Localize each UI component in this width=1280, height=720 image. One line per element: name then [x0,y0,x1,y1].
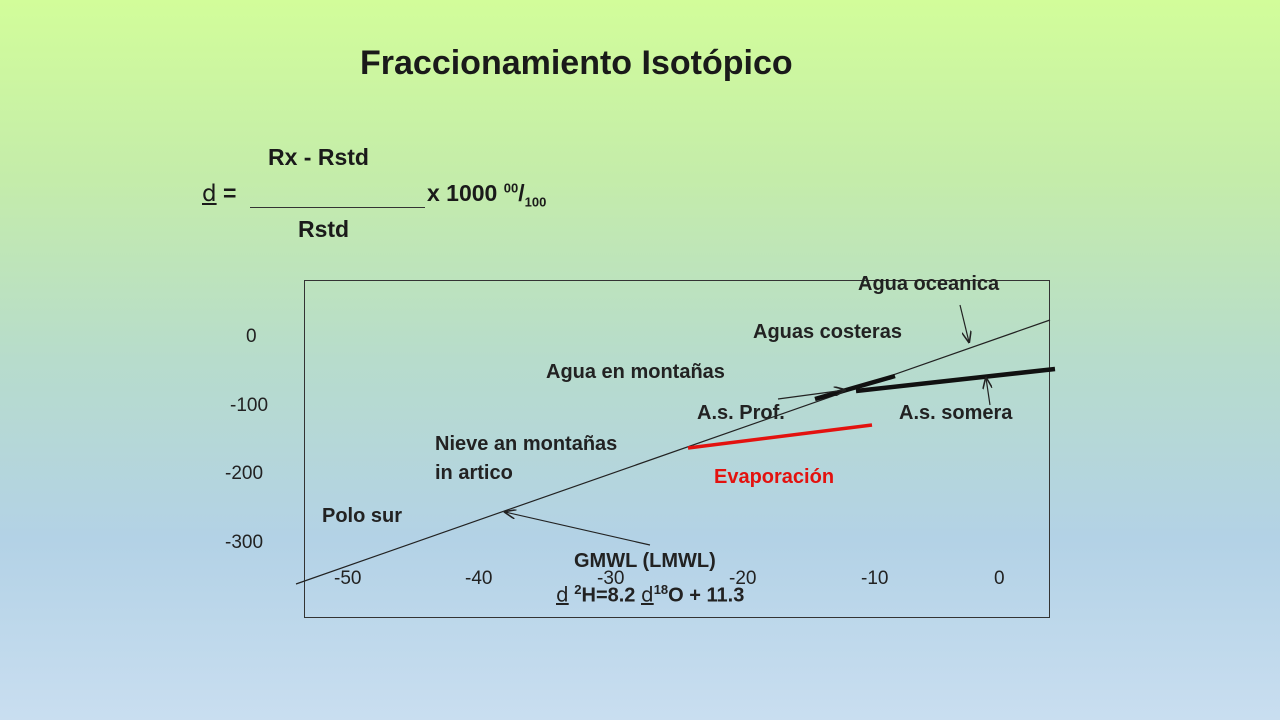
equation-part: O + 11.3 [668,584,745,607]
gmwl-equation: d 2H=8.2 d18O + 11.3 [556,582,744,608]
formula-denominator: Rstd [298,216,350,242]
x-tick-label: -20 [729,568,757,589]
arrow-agua-oceanica [959,304,969,342]
equation-part: H=8.2 [581,584,636,607]
arrow-polo-sur [505,512,651,546]
multiplier-text: x 1000 [427,180,498,206]
x-tick-label: 0 [994,568,1005,589]
shallow-groundwater-segment [855,366,1056,394]
x-tick-label: -40 [465,568,493,589]
y-tick-label: -200 [225,463,264,484]
deep-groundwater-segment [814,373,896,402]
page-title: Fraccionamiento Isotópico [360,44,793,82]
x-tick-label: -30 [597,568,625,589]
permil-sup: 00 [503,180,519,196]
evaporation-line [687,423,873,450]
fraction-bar [250,207,425,208]
label-gmwl: GMWL (LMWL) [574,550,716,572]
y-tick-label: -100 [230,395,269,416]
formula-multiplier: x 1000 00/100 [427,180,546,210]
x-tick-label: -10 [861,568,889,589]
arrow-agua-montanas [777,390,845,400]
permil-slash: / [518,180,525,206]
formula-equals: = [223,180,237,206]
label-agua-montanas: Agua en montañas [546,361,725,383]
delta-symbol: d [641,582,654,607]
delta-symbol: d [556,582,569,607]
permil-sub: 100 [524,194,547,210]
gmwl-line [295,319,1051,585]
label-as-prof: A.s. Prof. [697,402,785,424]
label-agua-oceanica: Agua oceanica [858,273,1000,295]
delta-symbol: d [202,181,217,207]
y-tick-label: -300 [225,532,264,553]
equation-sup: 18 [653,582,669,597]
formula-numerator: Rx - Rstd [268,144,369,170]
equation-sup: 2 [574,582,582,597]
chart-frame [304,280,1050,618]
y-tick-label: 0 [246,326,257,347]
formula-lhs: d = [202,180,236,207]
label-as-somera: A.s. somera [899,402,1013,424]
label-polo-sur: Polo sur [322,505,403,527]
label-aguas-costeras: Aguas costeras [753,321,902,343]
label-nieve-line2: in artico [435,462,513,484]
arrow-as-somera [986,378,990,406]
x-tick-label: -50 [334,568,362,589]
label-evaporacion: Evaporación [714,466,835,488]
label-nieve-line1: Nieve an montañas [435,433,618,455]
